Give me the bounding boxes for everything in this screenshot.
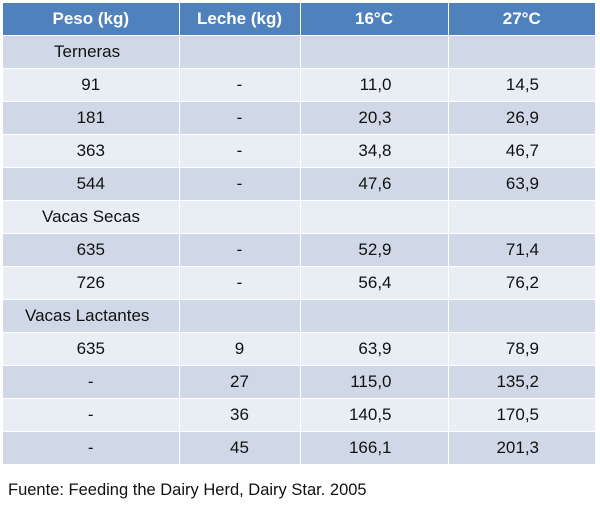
cell-leche: 9 xyxy=(179,332,301,366)
cell-leche: 36 xyxy=(179,398,301,432)
table-row: -36 140,5 170,5 xyxy=(3,398,595,432)
cell-peso: 544 xyxy=(3,167,180,201)
cell-leche: - xyxy=(179,266,301,300)
cell-27c: 14,5 xyxy=(448,68,595,102)
empty-cell xyxy=(448,200,595,234)
header-row: Peso (kg) Leche (kg) 16°C 27°C xyxy=(3,3,595,36)
empty-cell xyxy=(448,299,595,333)
cell-27c: 26,9 xyxy=(448,101,595,135)
cell-27c: 63,9 xyxy=(448,167,595,201)
cell-16c: 63,9 xyxy=(300,332,449,366)
cell-27c: 46,7 xyxy=(448,134,595,168)
section-label: Vacas Secas xyxy=(42,207,140,226)
table-row: 363-34,8 46,7 xyxy=(3,134,595,168)
cell-16c: 11,0 xyxy=(300,68,449,102)
cell-peso: 635 xyxy=(3,233,180,267)
cell-leche: - xyxy=(179,68,301,102)
cell-27c: 71,4 xyxy=(448,233,595,267)
cell-peso: - xyxy=(3,365,180,399)
cell-peso: 726 xyxy=(3,266,180,300)
cell-16c: 140,5 xyxy=(300,398,449,432)
empty-cell xyxy=(300,200,449,234)
header-27c: 27°C xyxy=(448,3,595,36)
section-label-cell: Vacas Lactantes xyxy=(3,299,180,333)
cell-27c: 135,2 xyxy=(448,365,595,399)
section-label-cell: Terneras xyxy=(3,35,180,69)
cell-peso: 91 xyxy=(3,68,180,102)
cell-leche: - xyxy=(179,101,301,135)
cell-peso: 635 xyxy=(3,332,180,366)
cell-16c: 34,8 xyxy=(300,134,449,168)
table-row: 544-47,6 63,9 xyxy=(3,167,595,201)
cell-27c: 201,3 xyxy=(448,431,595,464)
cell-peso: - xyxy=(3,431,180,464)
table-row: 91-11,0 14,5 xyxy=(3,68,595,102)
empty-cell xyxy=(300,35,449,69)
cell-leche: 45 xyxy=(179,431,301,464)
cell-peso: - xyxy=(3,398,180,432)
cell-peso: 363 xyxy=(3,134,180,168)
header-16c: 16°C xyxy=(300,3,449,36)
cell-27c: 78,9 xyxy=(448,332,595,366)
cell-27c: 170,5 xyxy=(448,398,595,432)
cell-leche: - xyxy=(179,134,301,168)
cell-16c: 115,0 xyxy=(300,365,449,399)
section-label: Terneras xyxy=(54,42,121,61)
table-row: 181-20,3 26,9 xyxy=(3,101,595,135)
table-body: Terneras 91-11,0 14,5 181-20,3 26,9 363-34,8 4… xyxy=(3,35,595,464)
source-note: Fuente: Feeding the Dairy Herd, Dairy St… xyxy=(8,481,367,499)
empty-cell xyxy=(448,35,595,69)
header-peso: Peso (kg) xyxy=(3,3,180,36)
cell-peso: 181 xyxy=(3,101,180,135)
header-leche: Leche (kg) xyxy=(179,3,301,36)
section-row: Vacas Lactantes xyxy=(3,299,595,333)
empty-cell xyxy=(300,299,449,333)
empty-cell xyxy=(179,35,301,69)
data-table: Peso (kg) Leche (kg) 16°C 27°C Terneras 9… xyxy=(3,3,595,464)
cell-27c: 76,2 xyxy=(448,266,595,300)
section-label-cell: Vacas Secas xyxy=(3,200,180,234)
table-header: Peso (kg) Leche (kg) 16°C 27°C xyxy=(3,3,595,36)
table-row: 726-56,4 76,2 xyxy=(3,266,595,300)
table-row: -27 115,0 135,2 xyxy=(3,365,595,399)
section-row: Vacas Secas xyxy=(3,200,595,234)
section-row: Terneras xyxy=(3,35,595,69)
cell-16c: 20,3 xyxy=(300,101,449,135)
cell-16c: 166,1 xyxy=(300,431,449,464)
empty-cell xyxy=(179,299,301,333)
cell-leche: 27 xyxy=(179,365,301,399)
cell-16c: 47,6 xyxy=(300,167,449,201)
cell-leche: - xyxy=(179,233,301,267)
table-row: 635 9 63,9 78,9 xyxy=(3,332,595,366)
empty-cell xyxy=(179,200,301,234)
section-label: Vacas Lactantes xyxy=(25,306,150,325)
cell-leche: - xyxy=(179,167,301,201)
table-row: -45 166,1 201,3 xyxy=(3,431,595,464)
cell-16c: 52,9 xyxy=(300,233,449,267)
cell-16c: 56,4 xyxy=(300,266,449,300)
table-row: 635-52,9 71,4 xyxy=(3,233,595,267)
